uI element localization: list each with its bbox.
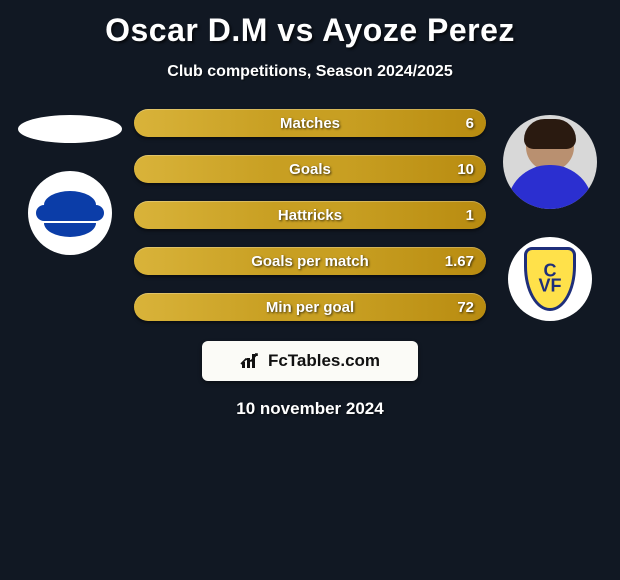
left-club-badge — [28, 171, 112, 255]
stat-bar: Matches 6 — [134, 109, 486, 137]
stat-label: Matches — [280, 115, 340, 132]
chart-icon — [240, 352, 262, 370]
stat-bar: Min per goal 72 — [134, 293, 486, 321]
page-title: Oscar D.M vs Ayoze Perez — [0, 0, 620, 49]
right-player-column: CVF — [490, 109, 610, 321]
stat-value: 72 — [457, 299, 474, 316]
stat-value: 10 — [457, 161, 474, 178]
villarreal-crest-icon: CVF — [524, 247, 576, 311]
stat-label: Min per goal — [266, 299, 354, 316]
stats-bars: Matches 6 Goals 10 Hattricks 1 Goals per match… — [130, 109, 490, 321]
stat-label: Hattricks — [278, 207, 342, 224]
right-club-badge: CVF — [508, 237, 592, 321]
alaves-crest-icon — [36, 185, 104, 241]
subtitle: Club competitions, Season 2024/2025 — [0, 63, 620, 81]
fctables-label: FcTables.com — [268, 351, 380, 371]
comparison-chart: Matches 6 Goals 10 Hattricks 1 Goals per match… — [0, 109, 620, 321]
stat-bar: Goals 10 — [134, 155, 486, 183]
stat-label: Goals per match — [251, 253, 369, 270]
stat-bar: Goals per match 1.67 — [134, 247, 486, 275]
fctables-attribution: FcTables.com — [202, 341, 418, 381]
snapshot-date: 10 november 2024 — [0, 399, 620, 419]
stat-value: 1 — [466, 207, 474, 224]
left-player-column — [10, 109, 130, 255]
stat-bar: Hattricks 1 — [134, 201, 486, 229]
right-player-photo — [503, 115, 597, 209]
left-player-photo — [18, 115, 122, 143]
stat-value: 6 — [466, 115, 474, 132]
stat-value: 1.67 — [445, 253, 474, 270]
stat-label: Goals — [289, 161, 331, 178]
